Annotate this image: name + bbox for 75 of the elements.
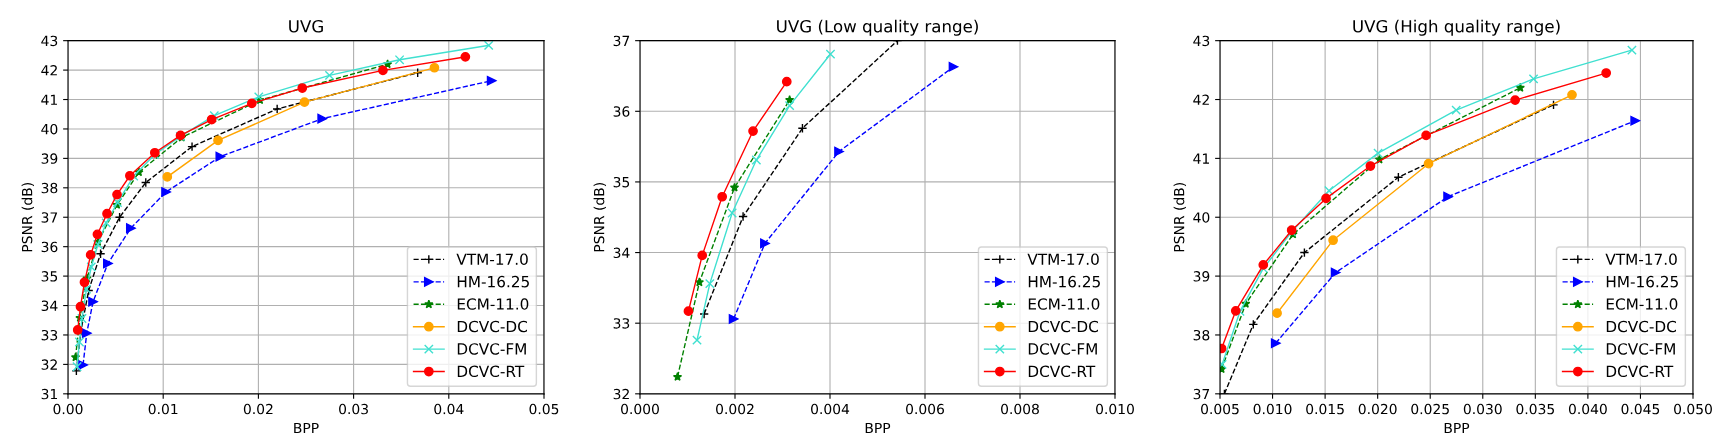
legend-label: ECM-11.0 [457, 298, 529, 310]
y-tick-label: 32 [41, 359, 57, 370]
y-tick-label: 42 [41, 65, 57, 76]
y-tick-label: 32 [613, 388, 629, 400]
legend-label: DCVC-RT [1606, 365, 1674, 378]
legend-label: VTM-17.0 [1605, 253, 1677, 265]
y-tick-label: 33 [41, 329, 58, 341]
x-tick-label: 0.045 [1621, 403, 1660, 415]
y-tick-label: 36 [41, 241, 58, 253]
legend-label: DCVC-FM [1606, 343, 1675, 355]
legend-label: DCVC-DC [457, 320, 527, 333]
y-tick-label: 37 [41, 212, 58, 223]
x-tick-label: 0.002 [716, 403, 754, 415]
x-tick-label: 0.02 [243, 403, 273, 415]
chart-title: UVG (High quality range) [1353, 19, 1560, 36]
legend-label: DCVC-FM [1028, 343, 1097, 355]
legend-label: VTM-17.0 [456, 253, 528, 265]
y-tick-label: 43 [41, 35, 58, 47]
legend-label: ECM-11.0 [1028, 298, 1100, 310]
y-tick-label: 39 [1193, 271, 1210, 282]
x-tick-label: 0.010 [1253, 403, 1292, 415]
chart-title: UVG [289, 19, 323, 33]
y-tick-label: 34 [613, 247, 630, 259]
y-tick-label: 43 [1193, 35, 1210, 47]
x-tick-label: 0.015 [1306, 403, 1344, 415]
y-tick-label: 33 [613, 318, 630, 329]
y-tick-label: 38 [1193, 329, 1210, 341]
y-tick-label: 42 [1193, 94, 1209, 105]
legend-label: HM-16.25 [1028, 275, 1100, 288]
y-tick-label: 34 [41, 300, 58, 312]
y-tick-label: 39 [41, 153, 58, 164]
y-tick-label: 35 [613, 176, 630, 188]
x-tick-label: 0.010 [1096, 403, 1134, 415]
y-tick-label: 40 [41, 123, 58, 135]
legend-label: DCVC-DC [1606, 320, 1676, 333]
y-tick-label: 31 [41, 388, 57, 400]
legend-label: DCVC-FM [457, 343, 526, 355]
legend-label: DCVC-RT [457, 365, 525, 378]
legend-label: ECM-11.0 [1606, 298, 1678, 310]
x-tick-label: 0.050 [1674, 403, 1712, 415]
y-axis-title: PSNR (dB) [593, 183, 606, 252]
y-axis-title: PSNR (dB) [1173, 183, 1186, 252]
legend-label: DCVC-RT [1028, 365, 1096, 378]
x-tick-label: 0.020 [1358, 403, 1397, 415]
y-tick-label: 41 [41, 94, 57, 105]
y-tick-label: 38 [41, 182, 58, 194]
legend-label: HM-16.25 [1606, 275, 1678, 288]
x-tick-label: 0.006 [906, 403, 945, 415]
x-tick-label: 0.030 [1463, 403, 1502, 415]
y-tick-label: 36 [613, 106, 630, 117]
x-tick-label: 0.01 [148, 403, 178, 415]
x-tick-label: 0.008 [1001, 403, 1039, 415]
y-tick-label: 37 [1193, 388, 1210, 400]
x-tick-label: 0.00 [53, 403, 83, 415]
x-tick-label: 0.05 [529, 403, 559, 415]
x-tick-label: 0.005 [1201, 403, 1239, 415]
y-axis-title: PSNR (dB) [21, 183, 34, 252]
y-tick-label: 40 [1193, 212, 1210, 223]
x-tick-label: 0.03 [339, 403, 368, 415]
x-tick-label: 0.000 [621, 403, 659, 415]
x-tick-label: 0.025 [1411, 403, 1449, 415]
x-tick-label: 0.04 [434, 403, 464, 415]
legend-label: VTM-17.0 [1027, 253, 1099, 265]
legend-label: HM-16.25 [457, 275, 529, 288]
x-axis-title: BPP [1444, 422, 1470, 434]
y-tick-label: 37 [613, 35, 630, 47]
y-tick-label: 41 [1193, 153, 1209, 164]
y-tick-label: 35 [41, 271, 58, 282]
x-axis-title: BPP [865, 422, 891, 434]
x-axis-title: BPP [294, 422, 319, 434]
x-tick-label: 0.035 [1516, 403, 1554, 415]
x-tick-label: 0.004 [811, 403, 850, 415]
x-tick-label: 0.040 [1568, 403, 1607, 415]
legend-label: DCVC-DC [1028, 320, 1098, 333]
chart-title: UVG (Low quality range) [777, 19, 978, 36]
